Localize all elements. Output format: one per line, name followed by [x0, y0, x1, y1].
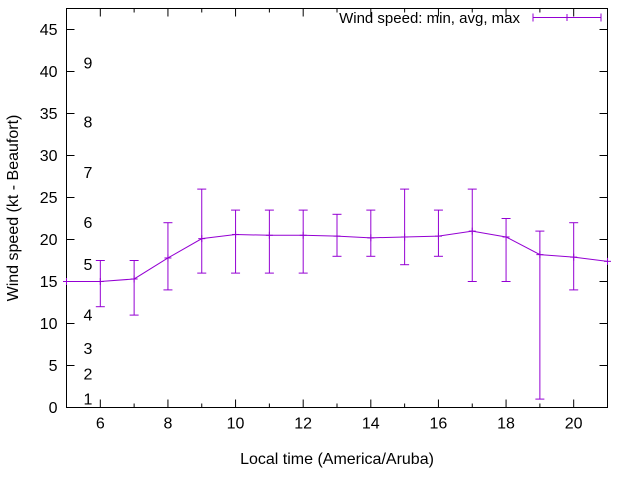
svg-text:1: 1 — [84, 392, 93, 409]
svg-text:12: 12 — [294, 416, 312, 433]
svg-text:6: 6 — [84, 215, 93, 232]
svg-text:30: 30 — [40, 148, 58, 165]
svg-text:3: 3 — [84, 341, 93, 358]
svg-text:14: 14 — [362, 416, 380, 433]
svg-text:18: 18 — [497, 416, 515, 433]
svg-text:0: 0 — [49, 400, 58, 417]
svg-text:45: 45 — [40, 22, 58, 39]
svg-text:6: 6 — [96, 416, 105, 433]
svg-text:35: 35 — [40, 106, 58, 123]
y-axis-label: Wind speed (kt - Beaufort) — [5, 115, 22, 302]
svg-text:15: 15 — [40, 274, 58, 291]
svg-text:8: 8 — [163, 416, 172, 433]
svg-text:7: 7 — [84, 165, 93, 182]
svg-text:2: 2 — [84, 366, 93, 383]
svg-text:16: 16 — [430, 416, 448, 433]
svg-text:8: 8 — [84, 114, 93, 131]
svg-text:5: 5 — [49, 358, 58, 375]
svg-text:4: 4 — [84, 308, 93, 325]
svg-text:5: 5 — [84, 257, 93, 274]
x-axis-label: Local time (America/Aruba) — [240, 451, 434, 468]
legend-label: Wind speed: min, avg, max — [339, 10, 520, 27]
svg-text:25: 25 — [40, 190, 58, 207]
legend-sample-errorbar — [532, 13, 602, 22]
svg-text:10: 10 — [40, 316, 58, 333]
svg-text:10: 10 — [227, 416, 245, 433]
svg-text:9: 9 — [84, 56, 93, 73]
svg-text:40: 40 — [40, 64, 58, 81]
svg-text:20: 20 — [565, 416, 583, 433]
svg-text:20: 20 — [40, 232, 58, 249]
